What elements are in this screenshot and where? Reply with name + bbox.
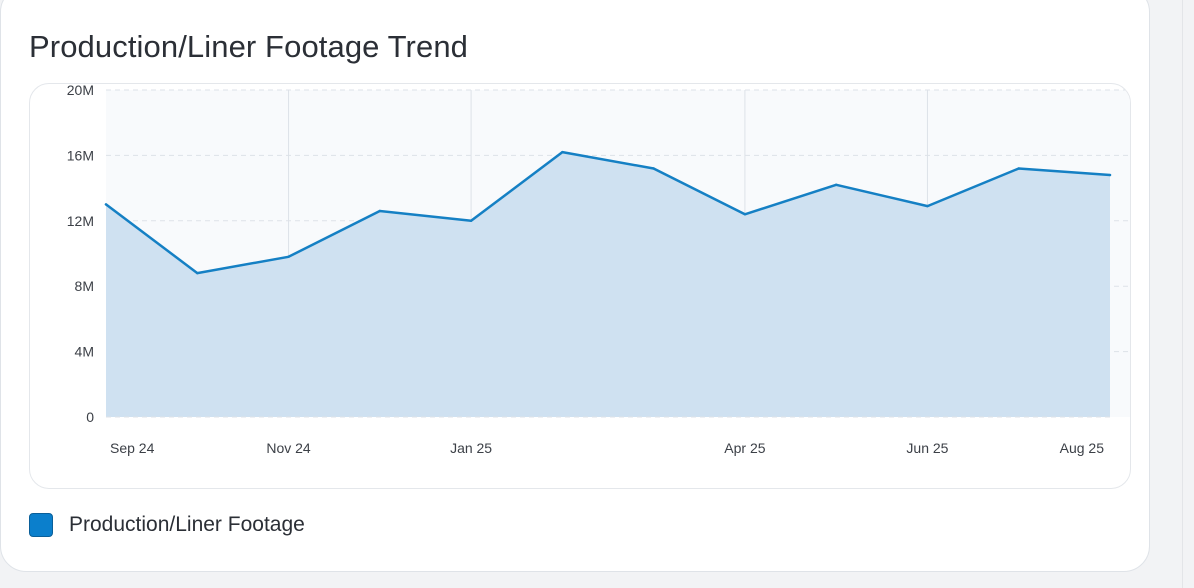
data-point: [287, 255, 290, 258]
data-point: [469, 219, 473, 222]
data-point: [378, 209, 382, 213]
y-tick-label: 12M: [67, 213, 94, 229]
x-tick-label: Jun 25: [906, 440, 948, 456]
data-point: [104, 203, 108, 206]
data-point: [561, 150, 564, 154]
x-tick-label: Nov 24: [266, 440, 311, 456]
chart-legend: Production/Liner Footage: [29, 513, 305, 537]
page-side-divider: [1182, 0, 1183, 588]
chart-card: Production/Liner Footage Trend 0 4M 8M 12M 1…: [0, 0, 1150, 572]
series-area-fill: [106, 152, 1110, 417]
x-tick-label: Jan 25: [450, 440, 492, 456]
data-point: [834, 183, 838, 187]
legend-label: Production/Liner Footage: [69, 513, 305, 536]
y-tick-label: 4M: [75, 344, 94, 360]
y-tick-label: 16M: [67, 147, 94, 163]
data-point: [652, 167, 655, 170]
chart-container: 0 4M 8M 12M 16M 20M Sep 24 Nov 24 Jan 25 Apr 25 Ju…: [29, 83, 1131, 489]
area-chart: 0 4M 8M 12M 16M 20M Sep 24 Nov 24 Jan 25 Apr 25 Ju…: [67, 84, 1130, 456]
y-tick-label: 20M: [67, 84, 94, 98]
series-line: [104, 150, 1112, 275]
data-point: [743, 213, 747, 216]
chart-card-title: Production/Liner Footage Trend: [29, 29, 468, 64]
square-swatch-icon: [29, 513, 53, 537]
data-point: [196, 271, 199, 275]
data-point: [926, 204, 929, 208]
y-tick-label: 8M: [75, 278, 94, 294]
data-point: [1108, 173, 1112, 177]
x-tick-label: Sep 24: [110, 440, 155, 456]
x-tick-label: Apr 25: [724, 440, 765, 456]
data-point: [1017, 167, 1020, 170]
y-tick-label: 0: [86, 409, 94, 425]
x-tick-label: Aug 25: [1060, 440, 1105, 456]
